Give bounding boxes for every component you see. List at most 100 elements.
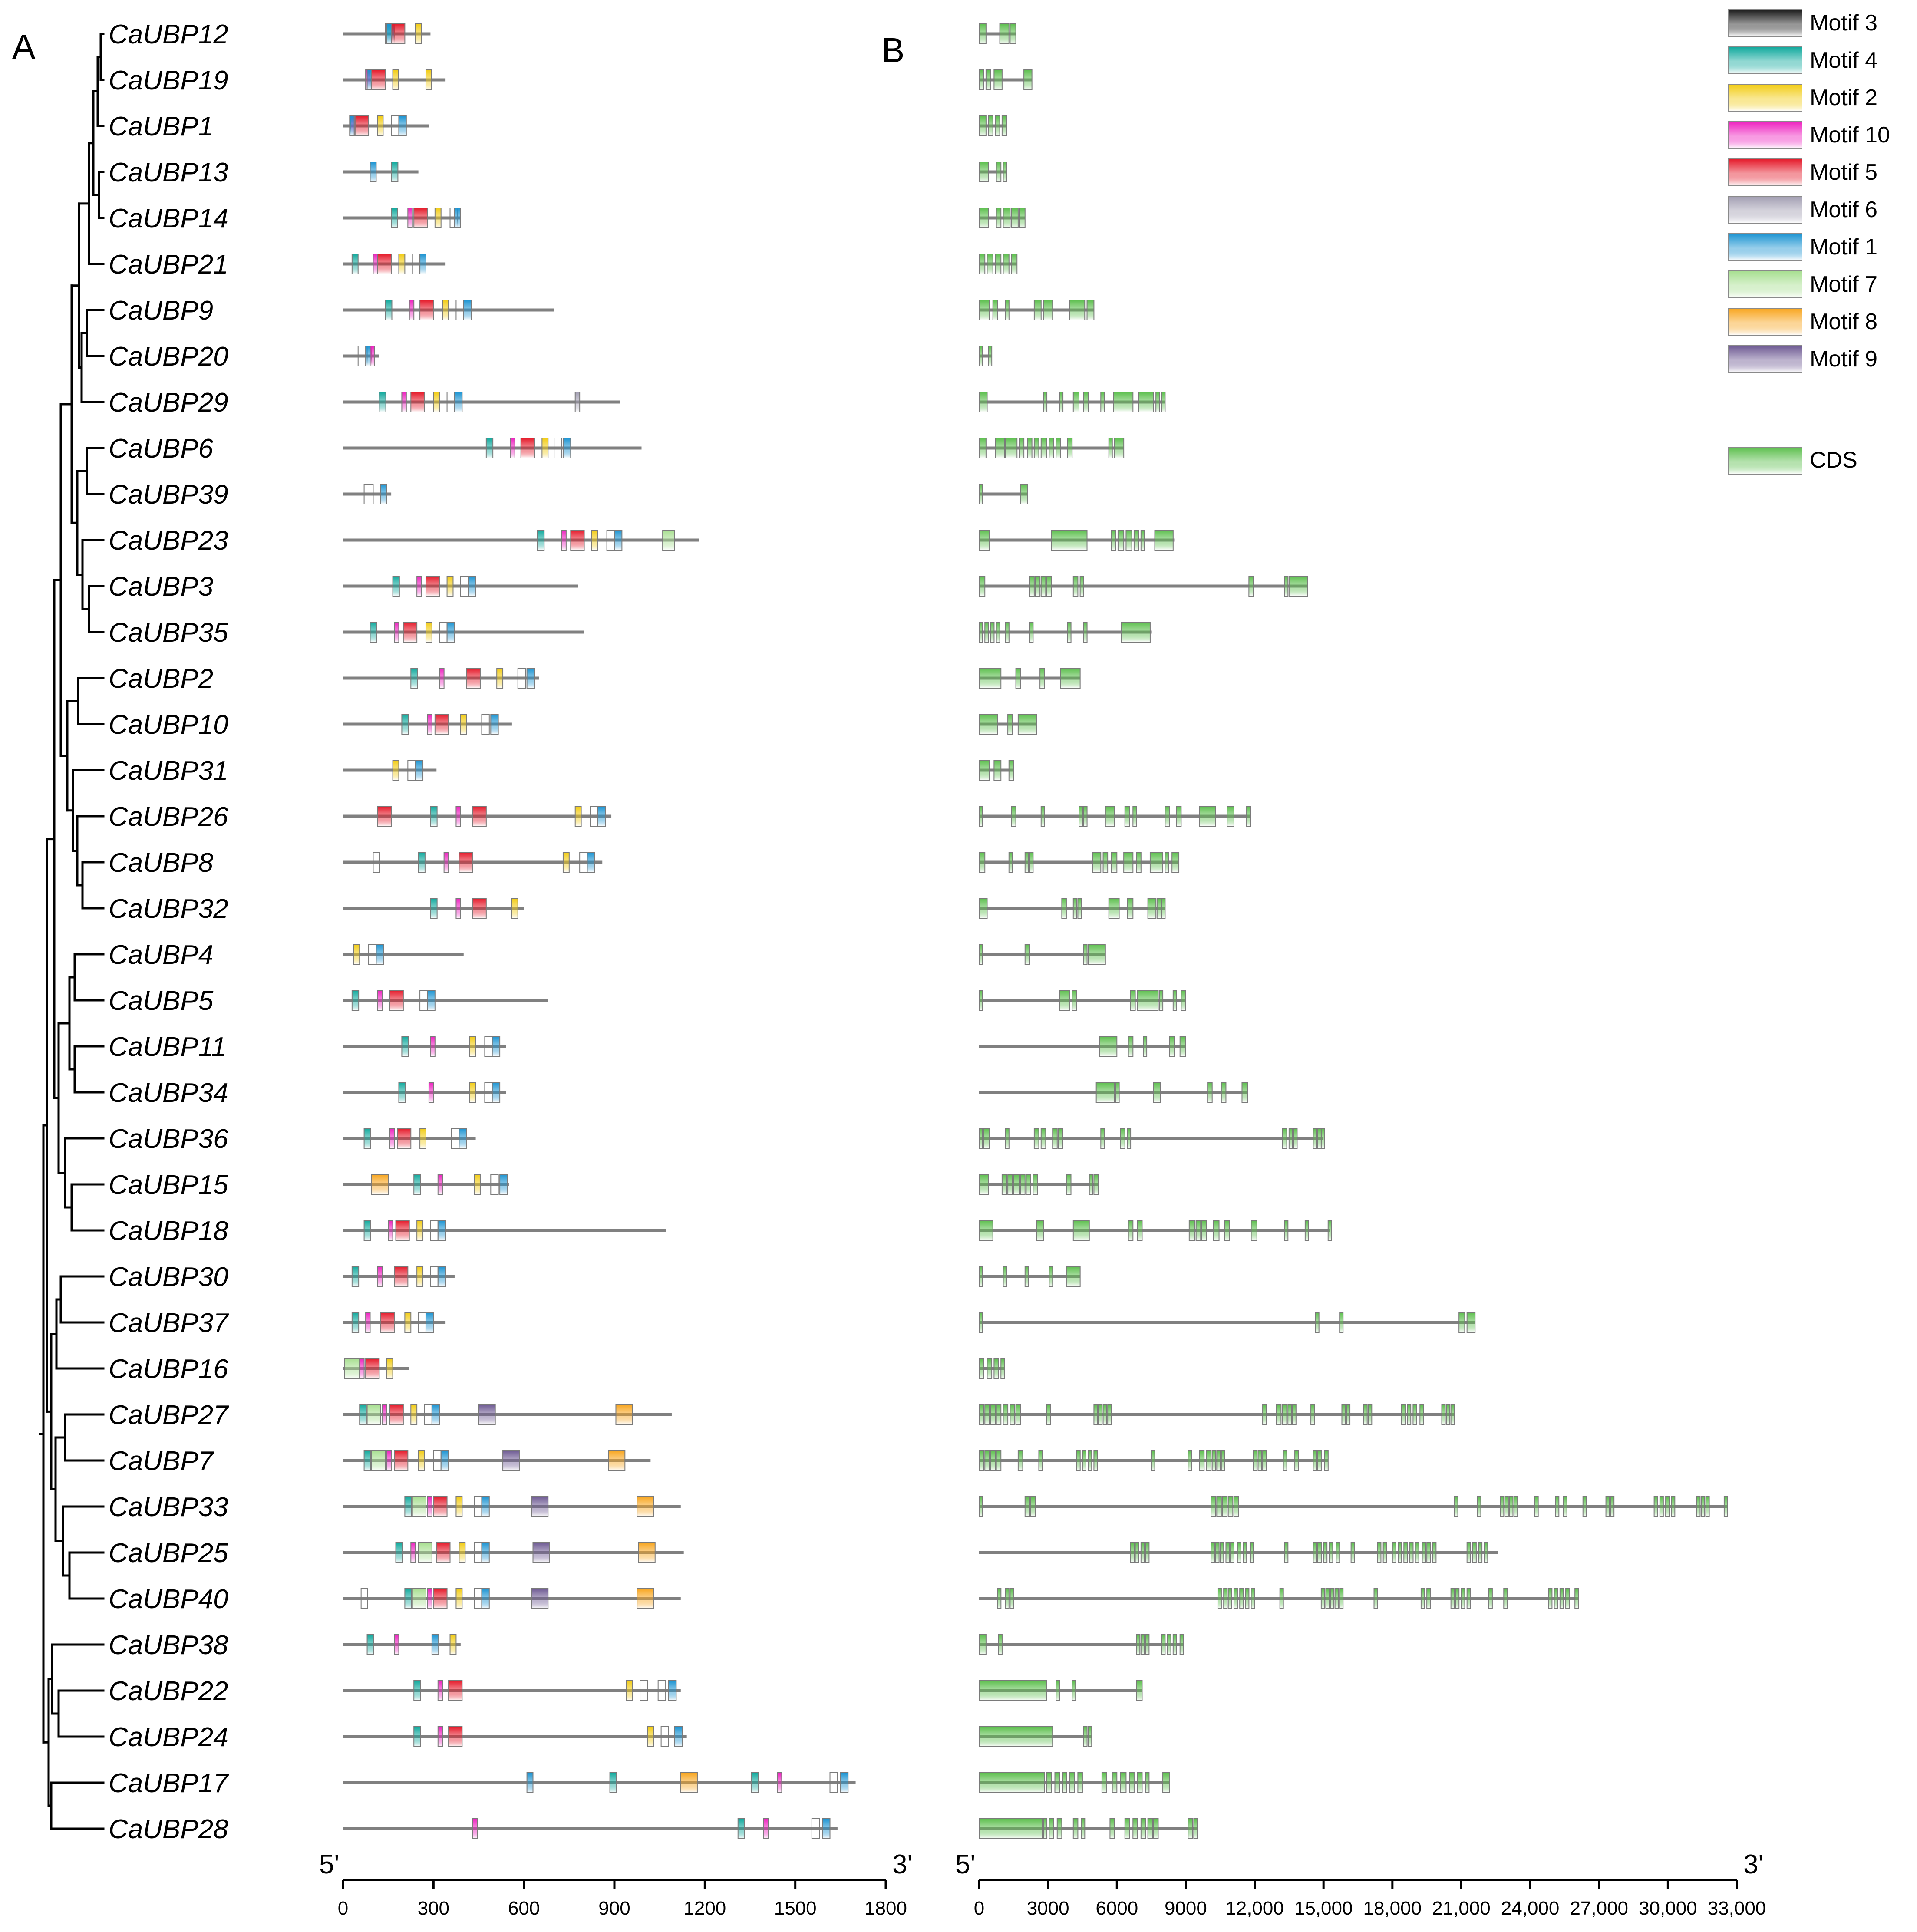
cds-exon <box>1409 1542 1414 1563</box>
motif-box <box>395 1220 410 1241</box>
cds-exon <box>1099 1036 1118 1057</box>
motif-box <box>430 1036 436 1057</box>
cds-exon <box>1079 806 1083 827</box>
legend-swatch-motif-8 <box>1728 308 1802 336</box>
gene-name-CaUBP36: CaUBP36 <box>109 1124 228 1154</box>
motif-box <box>397 1128 412 1149</box>
motif-box <box>526 1772 534 1793</box>
cds-exon <box>1072 576 1079 597</box>
cds-exon <box>1284 1542 1289 1563</box>
cds-exon <box>1060 668 1081 689</box>
cds-exon <box>1003 162 1007 182</box>
motif-legend: Motif 3 Motif 4 Motif 2 Motif 10 Motif 5 Moti… <box>1728 9 1890 475</box>
legend-swatch-cds <box>1728 447 1802 475</box>
motif-box <box>388 1220 393 1241</box>
cds-exon <box>999 23 1010 44</box>
cds-exon <box>1038 1450 1043 1471</box>
gene-structure-panel <box>979 23 1728 1839</box>
cds-exon <box>1066 1266 1081 1287</box>
cds-exon <box>979 530 990 551</box>
motif-box <box>410 1404 418 1425</box>
legend-label-motif-5: Motif 5 <box>1810 160 1877 185</box>
cds-exon <box>1083 392 1089 412</box>
gene-name-CaUBP33: CaUBP33 <box>109 1492 228 1522</box>
gene-name-CaUBP39: CaUBP39 <box>109 480 228 510</box>
cds-exon <box>1077 898 1082 919</box>
cds-exon <box>1049 438 1054 458</box>
motif-box <box>401 392 407 412</box>
panel-label-b: B <box>881 31 904 69</box>
cds-exon <box>1188 1220 1196 1241</box>
motif-box <box>351 1266 360 1287</box>
gene-tick-label: 18,000 <box>1363 1898 1422 1919</box>
motif-box <box>561 530 567 551</box>
gene-name-CaUBP22: CaUBP22 <box>109 1676 228 1706</box>
legend-swatch-motif-9 <box>1728 345 1802 373</box>
motif-box <box>439 668 445 689</box>
motif-box <box>492 1036 501 1057</box>
cds-exon <box>1128 1220 1134 1241</box>
motif-box <box>554 438 562 458</box>
motif-box <box>366 1404 381 1425</box>
cds-exon <box>993 69 1003 90</box>
motif-box <box>459 852 473 873</box>
motif-box <box>391 23 406 44</box>
motif-box <box>427 1588 432 1609</box>
cds-exon <box>1092 852 1102 873</box>
legend-swatch-motif-6 <box>1728 196 1802 224</box>
gene-tick-label: 30,000 <box>1639 1898 1697 1919</box>
cds-exon <box>1227 1496 1234 1517</box>
cds-exon <box>1024 944 1030 965</box>
cds-exon <box>1317 1450 1322 1471</box>
cds-exon <box>1136 852 1142 873</box>
cds-exon <box>1083 944 1088 965</box>
motif-box <box>430 898 438 919</box>
gene-length-axis: 5' 3' 0 3000 6000 9000 12,000 15,000 18,000 21,… <box>955 1850 1766 1919</box>
cds-exon <box>1030 1496 1036 1517</box>
cds-exon <box>1477 1496 1481 1517</box>
cds-exon <box>1035 576 1041 597</box>
motif-box <box>640 1680 648 1701</box>
cds-exon <box>979 1312 983 1333</box>
cds-exon <box>979 760 990 781</box>
cds-exon <box>1563 1496 1567 1517</box>
cds-exon <box>1114 438 1125 458</box>
cds-exon <box>1288 576 1308 597</box>
cds-exon <box>979 254 986 274</box>
motif-box <box>380 1312 395 1333</box>
cds-exon <box>1102 852 1109 873</box>
motif-box <box>413 1726 421 1747</box>
cds-exon <box>1072 1818 1079 1839</box>
motif-box <box>401 714 409 735</box>
cds-exon <box>1054 1772 1060 1793</box>
cds-exon <box>1093 1450 1098 1471</box>
motif-box <box>433 1496 448 1517</box>
motif-box <box>472 1818 478 1839</box>
motif-box <box>351 1312 360 1333</box>
cds-exon <box>1334 1588 1339 1609</box>
cds-exon <box>1211 1542 1215 1563</box>
cds-exon <box>1130 1542 1135 1563</box>
gene-name-CaUBP18: CaUBP18 <box>109 1216 228 1246</box>
motif-box <box>492 1082 501 1103</box>
cds-exon <box>1257 1450 1262 1471</box>
cds-exon <box>979 208 989 228</box>
cds-exon <box>1246 806 1251 827</box>
cds-exon <box>1227 806 1234 827</box>
cds-exon <box>996 622 1000 643</box>
cds-exon <box>1279 1588 1284 1609</box>
cds-exon <box>1450 1588 1455 1609</box>
cds-exon <box>1040 438 1047 458</box>
motif-box <box>455 1588 463 1609</box>
cds-exon <box>1135 1542 1139 1563</box>
cds-exon <box>1466 1312 1476 1333</box>
cds-exon <box>979 23 987 44</box>
legend-label-motif-7: Motif 7 <box>1810 272 1877 297</box>
cds-exon <box>1100 392 1105 412</box>
cds-exon <box>988 115 993 136</box>
cds-exon <box>979 852 986 873</box>
cds-exon <box>987 1358 993 1379</box>
cds-exon <box>1398 1542 1402 1563</box>
motif-box <box>412 1496 426 1517</box>
gene-tick-label: 15,000 <box>1294 1898 1353 1919</box>
